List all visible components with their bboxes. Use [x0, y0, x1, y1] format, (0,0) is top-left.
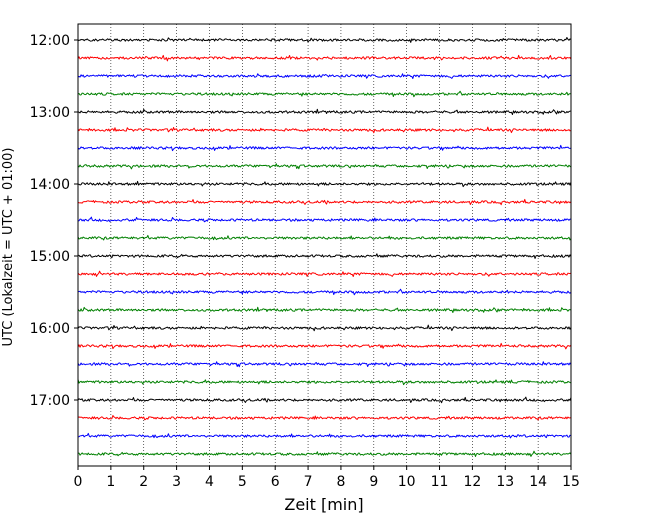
seismic-trace	[77, 216, 572, 223]
seismic-trace	[77, 126, 572, 134]
y-axis-ticks: 12:00 13:00 14:00 15:00 16:00 17:00	[30, 33, 78, 409]
x-tick-label: 8	[336, 474, 345, 490]
y-tick-label: 13:00	[30, 105, 70, 121]
seismic-trace	[77, 288, 572, 296]
x-tick-label: 5	[238, 474, 247, 490]
seismic-trace	[77, 270, 572, 278]
seismic-trace	[77, 36, 572, 43]
seismic-traces	[77, 36, 572, 457]
seismic-trace	[77, 54, 572, 62]
x-tick-label: 12	[463, 474, 481, 490]
x-tick-label: 13	[496, 474, 514, 490]
seismic-trace	[77, 253, 572, 259]
seismic-trace	[77, 342, 572, 350]
seismic-trace	[77, 234, 572, 241]
y-axis-label: UTC (Lokalzeit = UTC + 01:00)	[1, 148, 16, 347]
x-tick-label: 3	[172, 474, 181, 490]
seismic-trace	[77, 108, 572, 116]
x-tick-label: 9	[369, 474, 378, 490]
seismic-trace	[77, 414, 572, 421]
x-tick-label: 14	[529, 474, 547, 490]
x-tick-label: 7	[304, 474, 313, 490]
x-tick-label: 4	[205, 474, 214, 490]
seismic-trace	[77, 306, 572, 314]
seismic-trace	[77, 163, 572, 170]
seismic-trace	[77, 396, 572, 404]
x-axis-ticks: 0 1 2 3 4 5 6 7 8 9 10 11 12 13 14 15	[74, 466, 580, 490]
seismic-trace	[77, 90, 572, 98]
y-tick-label: 15:00	[30, 249, 70, 265]
seismic-trace	[77, 324, 572, 332]
x-tick-label: 2	[139, 474, 148, 490]
y-tick-label: 14:00	[30, 177, 70, 193]
y-tick-label: 16:00	[30, 321, 70, 337]
seismic-trace	[77, 450, 572, 457]
seismic-trace	[77, 198, 572, 206]
seismic-trace	[77, 361, 572, 368]
x-axis-label: Zeit [min]	[284, 495, 363, 514]
seismic-trace	[77, 379, 572, 386]
x-tick-label: 10	[398, 474, 416, 490]
x-tick-label: 1	[106, 474, 115, 490]
seismic-trace	[77, 144, 572, 152]
x-tick-label: 0	[74, 474, 83, 490]
seismic-trace	[77, 73, 572, 80]
y-tick-label: 12:00	[30, 33, 70, 49]
x-tick-label: 15	[562, 474, 580, 490]
plot-background	[78, 24, 571, 466]
y-tick-label: 17:00	[30, 393, 70, 409]
plot-frame	[77, 23, 572, 467]
seismic-trace	[77, 432, 572, 439]
seismic-trace	[77, 180, 572, 188]
x-tick-label: 11	[431, 474, 449, 490]
x-tick-label: 6	[271, 474, 280, 490]
